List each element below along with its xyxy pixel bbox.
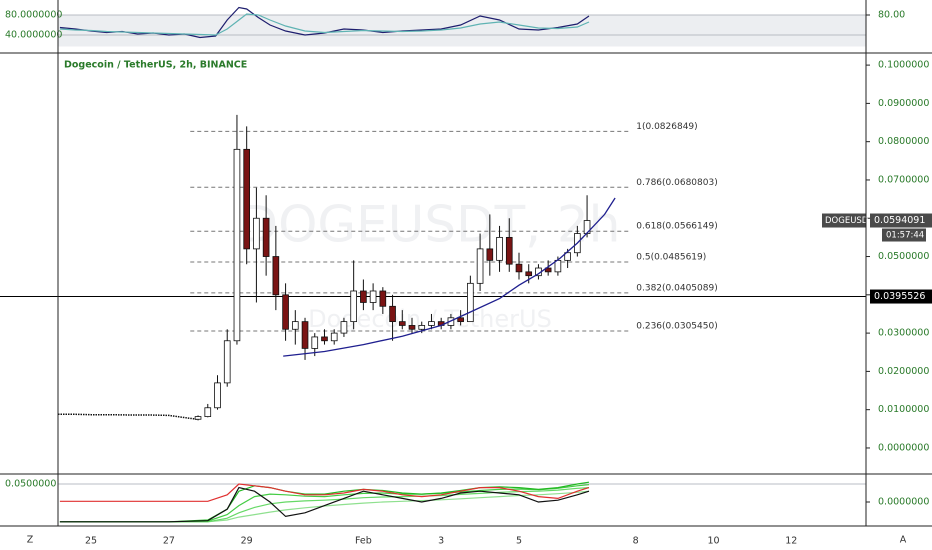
candle-body xyxy=(544,267,552,273)
pre-line xyxy=(58,413,199,421)
fib-label: 0.786(0.0680803) xyxy=(636,178,717,188)
candle-body xyxy=(525,271,533,277)
candle-body xyxy=(321,336,328,342)
candle-body xyxy=(282,294,289,330)
y-tick-label: 80.0000000 xyxy=(5,10,62,21)
corner-button[interactable]: Z xyxy=(27,535,34,546)
candle-body xyxy=(554,259,562,273)
candle-body xyxy=(457,317,464,323)
symbol-tag: DOGEUSDT xyxy=(825,216,874,226)
x-tick-label: 12 xyxy=(785,536,797,547)
candle-body xyxy=(330,332,338,342)
x-tick-label: 8 xyxy=(633,536,639,547)
candle-body xyxy=(243,148,250,250)
y-tick-label: 0.0000000 xyxy=(878,442,929,453)
y2-tick-label: 0.0000000 xyxy=(878,497,929,508)
candle-body xyxy=(505,236,513,265)
countdown: 01:57:44 xyxy=(886,231,924,241)
price-tag xyxy=(870,213,932,228)
fib-label: 0.236(0.0305450) xyxy=(636,322,717,332)
symbol-tag-box xyxy=(822,213,866,228)
x-tick-label: 10 xyxy=(707,536,719,547)
candle-body xyxy=(253,217,260,250)
fib-label: 0.618(0.0566149) xyxy=(636,222,717,232)
x-tick-label: 5 xyxy=(516,536,522,547)
candle-body xyxy=(194,416,202,420)
candle-body xyxy=(379,290,387,307)
candle-body xyxy=(291,321,299,330)
series-line xyxy=(59,487,590,523)
series-line xyxy=(59,483,590,502)
candle-body xyxy=(428,321,435,326)
candle-body xyxy=(223,340,231,384)
x-tick-label: Feb xyxy=(355,536,372,547)
candle-body xyxy=(486,248,494,261)
fib-label: 0.382(0.0405089) xyxy=(636,283,717,293)
candle-body xyxy=(389,305,396,323)
y-tick-label: 0.1000000 xyxy=(878,60,929,71)
y-tick-label: 0.0700000 xyxy=(878,174,929,185)
curve xyxy=(283,197,616,357)
candle-body xyxy=(350,290,357,323)
y-tick-label: 40.0000000 xyxy=(5,30,62,41)
x-tick-label: 25 xyxy=(85,536,97,547)
candle-body xyxy=(467,282,474,323)
y-tick-label: 0.0100000 xyxy=(878,404,929,415)
candle-body xyxy=(214,382,221,409)
chart-title: Dogecoin / TetherUS, 2h, BINANCE xyxy=(64,60,247,71)
corner-button[interactable]: A xyxy=(900,535,907,546)
candle-body xyxy=(496,236,503,261)
watermark: DOGEUSDT, 2h xyxy=(240,196,621,254)
series-line xyxy=(59,6,590,39)
candle-body xyxy=(360,290,367,303)
y-tick-label: 0.0900000 xyxy=(878,98,929,109)
x-tick-label: 27 xyxy=(163,536,175,547)
x-tick-label: 29 xyxy=(241,536,253,547)
y-tick-label: 0.0500000 xyxy=(878,251,929,262)
candle-body xyxy=(301,321,309,349)
price-tag xyxy=(870,289,932,304)
candle-body xyxy=(340,321,348,334)
candle-body xyxy=(272,256,280,296)
series-line xyxy=(59,486,590,523)
countdown-box xyxy=(882,228,926,242)
last-price-label: 0.0594091 xyxy=(874,215,925,226)
fib-label: 0.5(0.0485619) xyxy=(636,253,706,263)
fib-label: 1(0.0826849) xyxy=(636,122,697,132)
candle-body xyxy=(408,325,416,330)
x-tick-label: 3 xyxy=(438,536,444,547)
candle-body xyxy=(311,336,319,349)
candle-body xyxy=(369,290,377,303)
series-line xyxy=(59,13,590,36)
y2-tick-label: 80.00 xyxy=(878,10,905,21)
y-tick-label: 0.0500000 xyxy=(5,479,56,490)
y-tick-label: 0.0200000 xyxy=(878,366,929,377)
candle-body xyxy=(398,321,406,326)
candle-body xyxy=(233,148,241,342)
y-tick-label: 0.0300000 xyxy=(878,328,929,339)
candle-body xyxy=(515,263,523,273)
candle-body xyxy=(564,252,571,261)
candle-body xyxy=(204,407,212,417)
candle-body xyxy=(476,248,484,284)
series-line xyxy=(59,484,590,523)
candle-body xyxy=(262,217,270,257)
band xyxy=(58,15,866,47)
y-tick-label: 0.0800000 xyxy=(878,136,929,147)
horizontal-line-label: 0.0395526 xyxy=(874,291,925,302)
candle-body xyxy=(418,325,426,330)
